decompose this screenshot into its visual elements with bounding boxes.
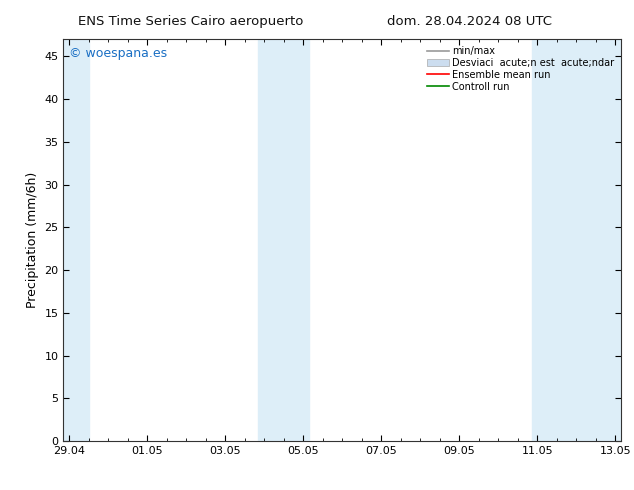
Legend: min/max, Desviaci  acute;n est  acute;ndar, Ensemble mean run, Controll run: min/max, Desviaci acute;n est acute;ndar… (425, 44, 616, 94)
Text: ENS Time Series Cairo aeropuerto: ENS Time Series Cairo aeropuerto (77, 15, 303, 28)
Text: dom. 28.04.2024 08 UTC: dom. 28.04.2024 08 UTC (387, 15, 552, 28)
Y-axis label: Precipitation (mm/6h): Precipitation (mm/6h) (26, 172, 39, 308)
Bar (63, 39, 89, 441)
Bar (531, 39, 621, 441)
Bar (259, 39, 309, 441)
Text: © woespana.es: © woespana.es (69, 47, 167, 60)
